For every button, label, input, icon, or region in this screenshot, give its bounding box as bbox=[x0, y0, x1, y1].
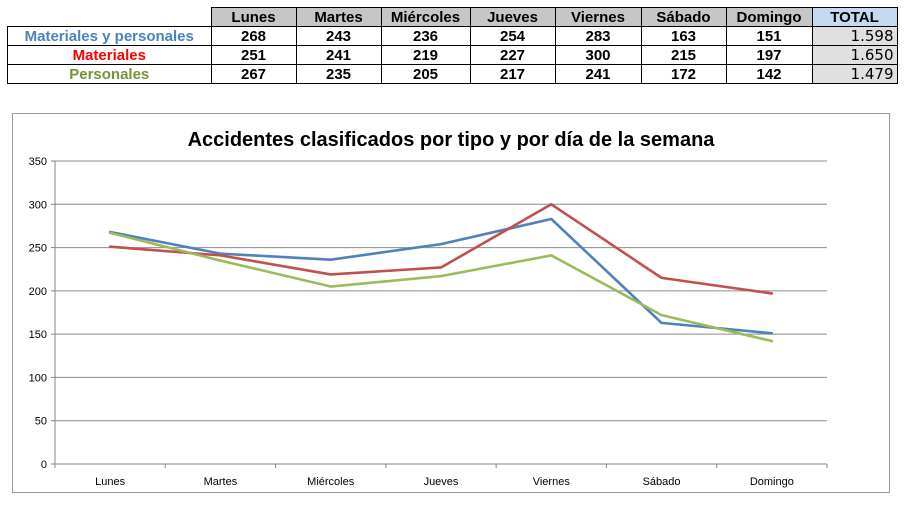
row-label: Materiales y personales bbox=[7, 26, 212, 46]
table-cell: 215 bbox=[640, 45, 727, 65]
series-lines bbox=[108, 202, 774, 343]
table-cell: 205 bbox=[380, 64, 471, 84]
table-row: Personales 267 235 205 217 241 172 142 1… bbox=[7, 64, 898, 84]
table-cell: 217 bbox=[469, 64, 556, 84]
series-line-1 bbox=[108, 217, 774, 335]
header-miercoles: Miércoles bbox=[380, 7, 471, 27]
table-header-row: Lunes Martes Miércoles Jueves Viernes Sá… bbox=[7, 7, 898, 27]
y-tick-label: 100 bbox=[29, 372, 47, 384]
series-line-2 bbox=[108, 202, 774, 295]
x-tick-label: Viernes bbox=[533, 476, 571, 488]
table-cell: 268 bbox=[210, 26, 297, 46]
y-tick-label: 0 bbox=[41, 459, 47, 471]
header-viernes: Viernes bbox=[554, 7, 642, 27]
chart-area: Accidentes clasificados por tipo y por d… bbox=[12, 113, 890, 493]
table-cell: 219 bbox=[380, 45, 471, 65]
table-cell: 236 bbox=[380, 26, 471, 46]
table-cell: 254 bbox=[469, 26, 556, 46]
header-domingo: Domingo bbox=[725, 7, 813, 27]
table-cell: 300 bbox=[554, 45, 642, 65]
series-line-3 bbox=[108, 231, 774, 343]
header-total: TOTAL bbox=[811, 7, 898, 27]
table-cell: 151 bbox=[725, 26, 813, 46]
y-tick-label: 200 bbox=[29, 286, 47, 298]
row-label: Personales bbox=[7, 64, 212, 84]
x-tick-label: Jueves bbox=[424, 476, 459, 488]
line-chart: Accidentes clasificados por tipo y por d… bbox=[29, 129, 828, 488]
chart-title: Accidentes clasificados por tipo y por d… bbox=[188, 129, 716, 151]
y-tick-label: 50 bbox=[35, 416, 47, 428]
table-cell: 241 bbox=[295, 45, 382, 65]
table-cell: 142 bbox=[725, 64, 813, 84]
x-tick-label: Miércoles bbox=[307, 476, 355, 488]
y-tick-label: 250 bbox=[29, 243, 47, 255]
x-tick-label: Lunes bbox=[95, 476, 125, 488]
x-tick-label: Domingo bbox=[750, 476, 794, 488]
x-tick-label: Sábado bbox=[643, 476, 681, 488]
table-cell: 163 bbox=[640, 26, 727, 46]
total-cell: 1.598 bbox=[811, 26, 898, 46]
y-tick-label: 300 bbox=[29, 199, 47, 211]
y-tick-label: 150 bbox=[29, 329, 47, 341]
x-tick-label: Martes bbox=[204, 476, 238, 488]
header-jueves: Jueves bbox=[469, 7, 556, 27]
table-cell: 267 bbox=[210, 64, 297, 84]
header-blank bbox=[7, 7, 212, 27]
header-martes: Martes bbox=[295, 7, 382, 27]
header-sabado: Sábado bbox=[640, 7, 727, 27]
table-cell: 227 bbox=[469, 45, 556, 65]
header-lunes: Lunes bbox=[210, 7, 297, 27]
table-cell: 241 bbox=[554, 64, 642, 84]
gridlines bbox=[55, 160, 827, 465]
axes: 0 50 100 150 200 250 300 350 Lunes Martes Miércole… bbox=[29, 156, 828, 488]
data-table: Lunes Martes Miércoles Jueves Viernes Sá… bbox=[7, 7, 898, 84]
table-cell: 243 bbox=[295, 26, 382, 46]
y-tick-label: 350 bbox=[29, 156, 47, 168]
table-cell: 197 bbox=[725, 45, 813, 65]
table-cell: 235 bbox=[295, 64, 382, 84]
table-cell: 251 bbox=[210, 45, 297, 65]
total-cell: 1.479 bbox=[811, 64, 898, 84]
table-row: Materiales 251 241 219 227 300 215 197 1… bbox=[7, 45, 898, 65]
table-cell: 172 bbox=[640, 64, 727, 84]
table-cell: 283 bbox=[554, 26, 642, 46]
total-cell: 1.650 bbox=[811, 45, 898, 65]
table-row: Materiales y personales 268 243 236 254 … bbox=[7, 26, 898, 46]
row-label: Materiales bbox=[7, 45, 212, 65]
